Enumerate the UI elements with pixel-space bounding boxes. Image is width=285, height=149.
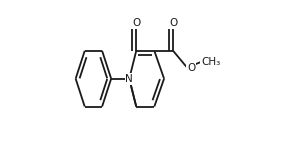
Text: N: N	[125, 74, 133, 84]
Text: CH₃: CH₃	[201, 57, 220, 67]
Text: O: O	[187, 63, 195, 73]
Text: O: O	[132, 18, 140, 28]
Text: O: O	[169, 18, 177, 28]
